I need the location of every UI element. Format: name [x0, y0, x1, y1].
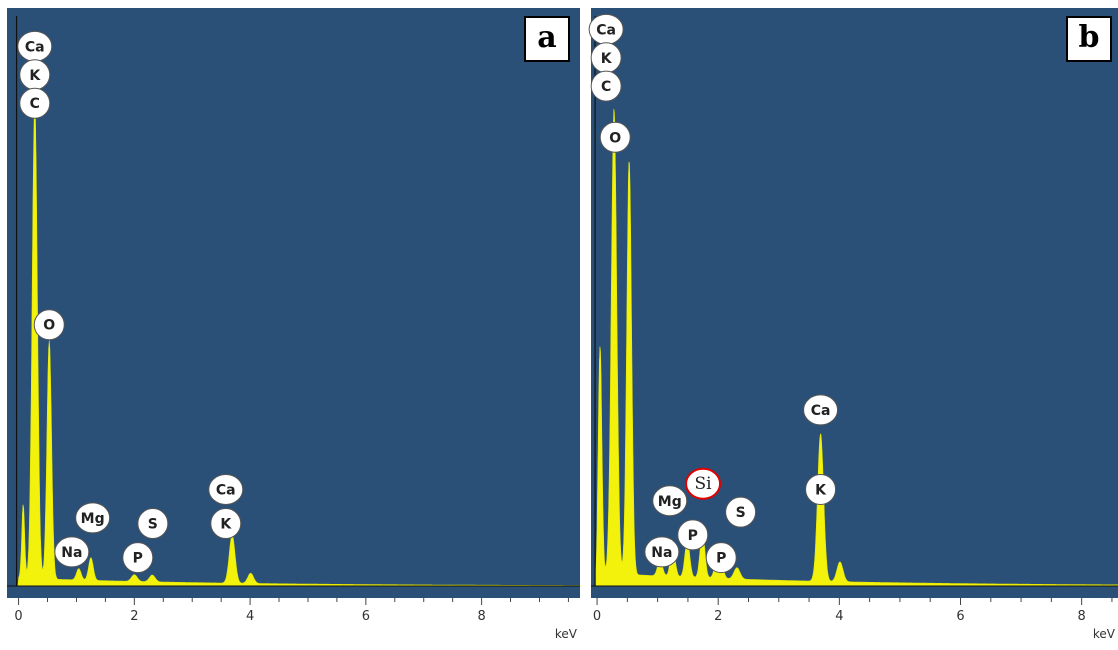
spectrum-panel-b: 0 2 4 6 8 keV Ca K C O Mg Si P S P Na Ca K b — [588, 8, 1118, 648]
peak-label-text: S — [148, 517, 158, 533]
peak-label: Ca — [588, 13, 624, 45]
peak-label-bubble — [122, 542, 154, 574]
peak-label: Mg — [652, 485, 688, 517]
x-tick-label: 4 — [246, 609, 254, 624]
peak-label-bubble — [210, 508, 242, 540]
x-tick-label: 0 — [593, 609, 601, 624]
peak-label: S — [137, 508, 169, 540]
x-axis-unit-label: keV — [1093, 627, 1116, 641]
peak-label-text: O — [609, 130, 621, 146]
axis-strip — [7, 598, 580, 648]
peak-label: P — [705, 542, 737, 574]
peak-label: S — [725, 496, 757, 528]
peak-label: Ca — [803, 394, 839, 426]
peak-label-text: Ca — [596, 22, 616, 38]
x-tick-label: 6 — [956, 609, 964, 624]
plot-background — [7, 8, 580, 598]
peak-label-text: P — [716, 551, 726, 567]
peak-label-bubble — [652, 485, 688, 517]
x-tick-label: 8 — [477, 609, 485, 624]
peak-label: Ca — [208, 473, 244, 505]
peak-label-text: Na — [651, 545, 672, 561]
peak-label-text: P — [688, 528, 698, 544]
peak-label: Si — [685, 467, 722, 500]
spectrum-area — [595, 108, 1118, 587]
peak-label-text: Ca — [811, 403, 831, 419]
peak-label: K — [19, 59, 51, 91]
x-tick-label: 2 — [130, 609, 138, 624]
peak-label: P — [677, 519, 709, 551]
x-tick-label: 0 — [14, 609, 22, 624]
peak-label-text: Ca — [216, 482, 236, 498]
peak-label-bubble — [685, 467, 722, 500]
peak-label: C — [590, 70, 622, 102]
peak-label-text: Mg — [81, 511, 105, 527]
peak-label-text: P — [133, 551, 143, 567]
peak-label-bubble — [644, 536, 680, 568]
x-tick-label: 8 — [1078, 609, 1086, 624]
peak-label-text: K — [29, 68, 41, 84]
peak-label-bubble — [75, 502, 111, 534]
peak-label: O — [33, 309, 65, 341]
spectrum-panel-a: 0 2 4 6 8 keV Ca K C O Mg Na S P Ca K a — [7, 8, 581, 648]
spectrum-area — [17, 102, 581, 587]
x-axis-unit-label: keV — [555, 627, 578, 641]
peak-label-bubble — [137, 508, 169, 540]
peak-label-bubble — [208, 473, 244, 505]
peak-label: K — [805, 473, 837, 505]
peak-label: C — [19, 87, 51, 119]
peak-label: O — [599, 121, 631, 153]
peak-label-bubble — [705, 542, 737, 574]
peak-label-bubble — [725, 496, 757, 528]
peak-label-text: K — [601, 51, 613, 67]
peak-label-text: C — [601, 79, 611, 95]
peak-label-text: O — [43, 318, 55, 334]
peak-label-bubble — [803, 394, 839, 426]
panel-label-a: a — [524, 16, 570, 62]
peak-label: K — [590, 42, 622, 74]
peak-label-text: K — [815, 482, 827, 498]
peak-label: Ca — [17, 30, 53, 62]
peak-label-text: K — [220, 517, 232, 533]
peak-label: Mg — [75, 502, 111, 534]
axis-strip — [591, 598, 1118, 648]
peak-label-text: Na — [61, 545, 82, 561]
peak-label-text: Si — [695, 474, 713, 494]
peak-label-bubble — [590, 70, 622, 102]
peak-label-text: S — [736, 505, 746, 521]
peak-label-text: C — [30, 96, 40, 112]
peak-label-text: Mg — [658, 494, 682, 510]
panel-label-b: b — [1066, 16, 1112, 62]
peak-label-bubble — [33, 309, 65, 341]
peak-label-bubble — [54, 536, 90, 568]
peak-label: Na — [644, 536, 680, 568]
peak-label: K — [210, 508, 242, 540]
peak-label: Na — [54, 536, 90, 568]
peak-label-text: Ca — [25, 39, 45, 55]
peak-label-bubble — [677, 519, 709, 551]
x-tick-label: 2 — [714, 609, 722, 624]
peak-label-bubble — [805, 473, 837, 505]
peak-label-bubble — [19, 87, 51, 119]
peak-label-bubble — [599, 121, 631, 153]
x-tick-label: 6 — [362, 609, 370, 624]
x-tick-label: 4 — [835, 609, 843, 624]
peak-label: P — [122, 542, 154, 574]
